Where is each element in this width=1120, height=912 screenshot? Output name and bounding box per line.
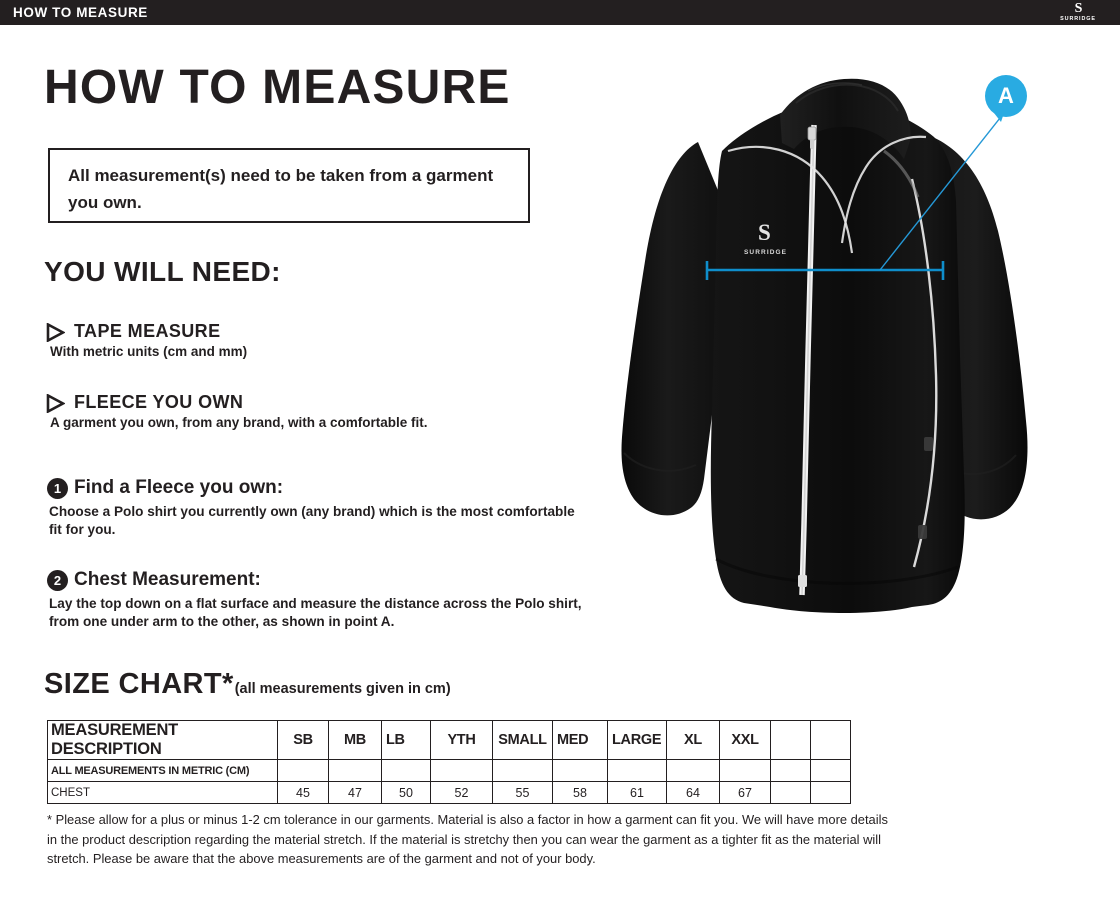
- step-number-badge: 2: [47, 570, 68, 591]
- surridge-s-mark: S: [1074, 1, 1083, 16]
- table-row: CHEST 45 47 50 52 55 58 61 64 67: [47, 781, 851, 804]
- notice-text: All measurement(s) need to be taken from…: [68, 166, 494, 212]
- need-item-sub: A garment you own, from any brand, with …: [50, 415, 428, 430]
- cell: [770, 759, 811, 782]
- cell: [381, 759, 431, 782]
- jacket-zipper: [798, 124, 817, 596]
- table-row: ALL MEASUREMENTS IN METRIC (CM): [47, 759, 851, 782]
- cell: [277, 759, 329, 782]
- step-body: Choose a Polo shirt you currently own (a…: [49, 504, 575, 537]
- row-label-chest: CHEST: [47, 781, 278, 804]
- piping-left-shoulder: [727, 145, 854, 254]
- column-header-mb: MB: [328, 720, 382, 760]
- chest-logo-surridge: S SURRIDGE: [744, 220, 787, 256]
- svg-text:SURRIDGE: SURRIDGE: [744, 249, 787, 256]
- you-will-need-heading: YOU WILL NEED:: [44, 256, 281, 287]
- garment-illustration: S SURRIDGE: [612, 55, 1032, 655]
- column-header-description: MEASUREMENT DESCRIPTION: [47, 720, 278, 760]
- cell: [430, 759, 493, 782]
- marker-a-badge: A: [985, 75, 1027, 122]
- cell-chest-xxl: 67: [719, 781, 771, 804]
- column-header-med: MED: [552, 720, 608, 760]
- cell: [492, 759, 553, 782]
- jacket-collar: [780, 78, 911, 159]
- cell: [328, 759, 382, 782]
- step-number-badge: 1: [47, 478, 68, 499]
- column-header-xl: XL: [666, 720, 720, 760]
- cell-chest-yth: 52: [430, 781, 493, 804]
- step-body: Lay the top down on a flat surface and m…: [49, 596, 582, 629]
- column-header-blank-1: [770, 720, 811, 760]
- cell-chest-mb: 47: [328, 781, 382, 804]
- cell-blank-2: [810, 781, 851, 804]
- column-header-small: SMALL: [492, 720, 553, 760]
- svg-text:S: S: [758, 220, 770, 245]
- column-header-blank-2: [810, 720, 851, 760]
- table-header-row: MEASUREMENT DESCRIPTION SB MB LB YTH SMA…: [47, 720, 851, 760]
- side-zip-pull-bottom: [918, 525, 927, 539]
- need-item-label: TAPE MEASURE: [74, 321, 221, 341]
- surridge-wordmark: SURRIDGE: [1060, 16, 1096, 22]
- cell-blank-1: [770, 781, 811, 804]
- need-item-label: FLEECE YOU OWN: [74, 392, 244, 412]
- need-item-sub: With metric units (cm and mm): [50, 344, 248, 359]
- top-bar: HOW TO MEASURE S SURRIDGE: [0, 0, 1120, 25]
- jacket-left-sleeve: [621, 142, 724, 516]
- column-header-lb: LB: [381, 720, 431, 760]
- size-chart-note: (all measurements given in cm): [234, 681, 451, 697]
- size-chart-heading: SIZE CHART*(all measurements given in cm…: [44, 668, 451, 701]
- step-title: Find a Fleece you own:: [74, 477, 284, 498]
- cell-chest-sb: 45: [277, 781, 329, 804]
- cell: [666, 759, 720, 782]
- cell: [719, 759, 771, 782]
- column-header-large: LARGE: [607, 720, 667, 760]
- row-label-metric-note: ALL MEASUREMENTS IN METRIC (CM): [47, 759, 278, 782]
- cell-chest-med: 58: [552, 781, 608, 804]
- size-chart-title: SIZE CHART*: [44, 668, 234, 700]
- cell-chest-lb: 50: [381, 781, 431, 804]
- size-chart-table: MEASUREMENT DESCRIPTION SB MB LB YTH SMA…: [47, 720, 851, 804]
- page-title: HOW TO MEASURE: [44, 61, 511, 114]
- column-header-xxl: XXL: [719, 720, 771, 760]
- top-bar-title: HOW TO MEASURE: [13, 5, 148, 20]
- notice-box: All measurement(s) need to be taken from…: [48, 148, 530, 223]
- cell-chest-xl: 64: [666, 781, 720, 804]
- cell: [810, 759, 851, 782]
- step-title: Chest Measurement:: [74, 569, 261, 590]
- cell-chest-small: 55: [492, 781, 553, 804]
- footnote-text: * Please allow for a plus or minus 1-2 c…: [47, 812, 888, 866]
- cell: [607, 759, 667, 782]
- column-header-sb: SB: [277, 720, 329, 760]
- cell: [552, 759, 608, 782]
- column-header-yth: YTH: [430, 720, 493, 760]
- cell-chest-large: 61: [607, 781, 667, 804]
- surridge-logo: S SURRIDGE: [1050, 1, 1106, 25]
- side-zip-pull-top: [924, 437, 933, 451]
